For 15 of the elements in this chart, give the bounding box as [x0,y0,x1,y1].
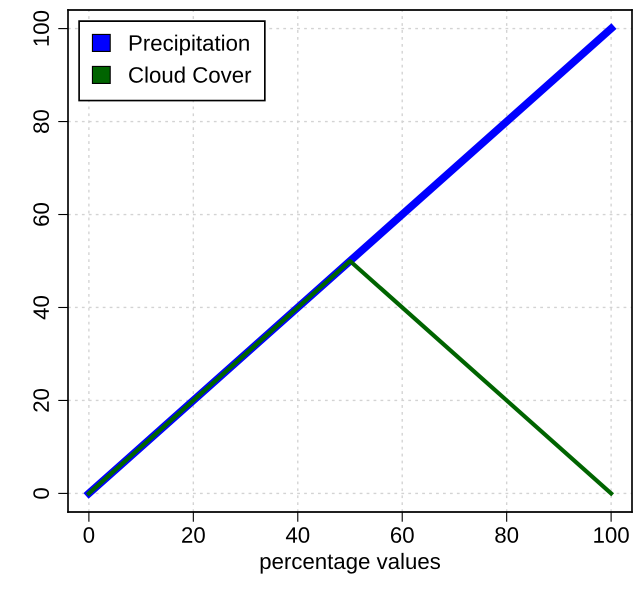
y-tick-label: 0 [33,488,50,499]
y-tick-label: 20 [33,388,50,412]
y-tick-label: 40 [33,296,50,320]
x-tick-label: 40 [286,527,310,543]
x-tick-label: 20 [182,527,205,543]
legend-label: Precipitation [130,34,249,56]
x-tick-label: 80 [495,527,518,543]
x-tick-label: 100 [594,527,629,543]
x-axis-title: percentage values [260,552,440,574]
x-tick-label: 60 [390,527,414,543]
y-tick-label: 60 [33,203,50,226]
y-tick-label: 100 [33,10,50,46]
x-tick-label: 0 [84,527,94,543]
legend-label: Cloud Cover [129,66,252,83]
y-tick-label: 80 [33,110,50,133]
